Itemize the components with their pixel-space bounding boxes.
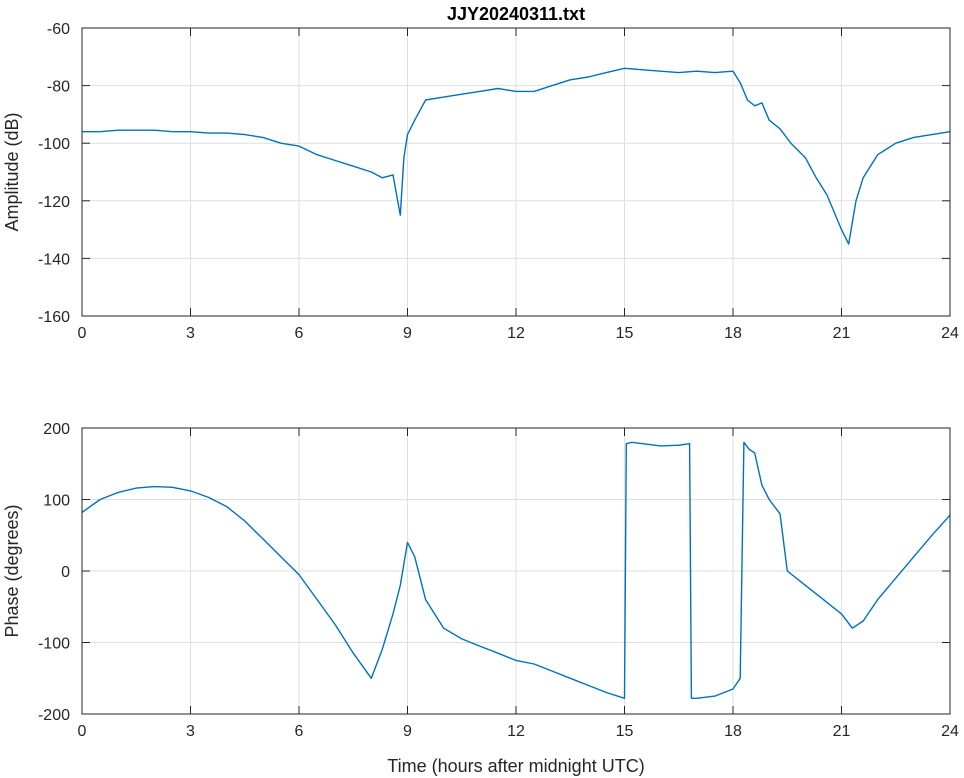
phase-y-axis-label: Phase (degrees) — [2, 504, 22, 637]
amplitude-y-tick-label: -160 — [38, 309, 70, 326]
phase-x-tick-label: 9 — [403, 723, 412, 740]
phase-y-tick-label: 200 — [43, 421, 70, 438]
amplitude-x-tick-label: 3 — [186, 325, 195, 342]
amplitude-plot-border — [81, 27, 951, 317]
amplitude-y-tick-label: -80 — [47, 79, 70, 96]
phase-x-tick-label: 15 — [616, 723, 634, 740]
amplitude-y-tick-labels: -160 -140 -120 -100 -80 -60 — [38, 21, 70, 326]
amplitude-axes: 0 3 6 9 12 15 18 21 24 -160 -140 -120 -100 -80 -60 JJ… — [2, 4, 959, 342]
amplitude-y-tick-label: -120 — [38, 194, 70, 211]
amplitude-x-tick-label: 18 — [724, 325, 742, 342]
phase-axes: 0 3 6 9 12 15 18 21 24 -200 -100 0 100 200 Time (hou… — [2, 421, 959, 776]
amplitude-series-line — [82, 67, 951, 245]
amplitude-y-tick-label: -100 — [38, 136, 70, 153]
amplitude-x-tick-label: 6 — [295, 325, 304, 342]
amplitude-x-tick-label: 24 — [941, 325, 959, 342]
phase-x-tick-label: 12 — [507, 723, 525, 740]
phase-series-layer — [81, 441, 951, 699]
phase-y-tick-label: -200 — [38, 707, 70, 724]
phase-plot-border — [81, 427, 951, 715]
time-x-axis-label: Time (hours after midnight UTC) — [387, 756, 644, 776]
phase-grid — [82, 428, 950, 714]
phase-x-tick-label: 0 — [78, 723, 87, 740]
amplitude-grid — [82, 28, 950, 316]
phase-series-line — [81, 441, 951, 699]
phase-x-tick-labels: 0 3 6 9 12 15 18 21 24 — [78, 723, 959, 740]
phase-x-tick-label: 24 — [941, 723, 959, 740]
phase-y-tick-label: 0 — [61, 564, 70, 581]
amplitude-y-tick-label: -140 — [38, 251, 70, 268]
amplitude-series-layer — [82, 67, 951, 245]
phase-x-tick-label: 21 — [833, 723, 851, 740]
amplitude-x-tick-label: 9 — [403, 325, 412, 342]
amplitude-y-tick-label: -60 — [47, 21, 70, 38]
chart-title: JJY20240311.txt — [447, 4, 585, 24]
amplitude-x-tick-label: 12 — [507, 325, 525, 342]
amplitude-x-tick-label: 21 — [833, 325, 851, 342]
phase-y-tick-labels: -200 -100 0 100 200 — [38, 421, 70, 724]
amplitude-x-tick-label: 0 — [78, 325, 87, 342]
phase-x-tick-label: 3 — [186, 723, 195, 740]
phase-y-tick-label: 100 — [43, 493, 70, 510]
phase-x-tick-label: 6 — [295, 723, 304, 740]
amplitude-x-tick-labels: 0 3 6 9 12 15 18 21 24 — [78, 325, 959, 342]
phase-y-tick-label: -100 — [38, 636, 70, 653]
phase-x-tick-label: 18 — [724, 723, 742, 740]
amplitude-x-tick-label: 15 — [616, 325, 634, 342]
amplitude-y-axis-label: Amplitude (dB) — [2, 112, 22, 231]
